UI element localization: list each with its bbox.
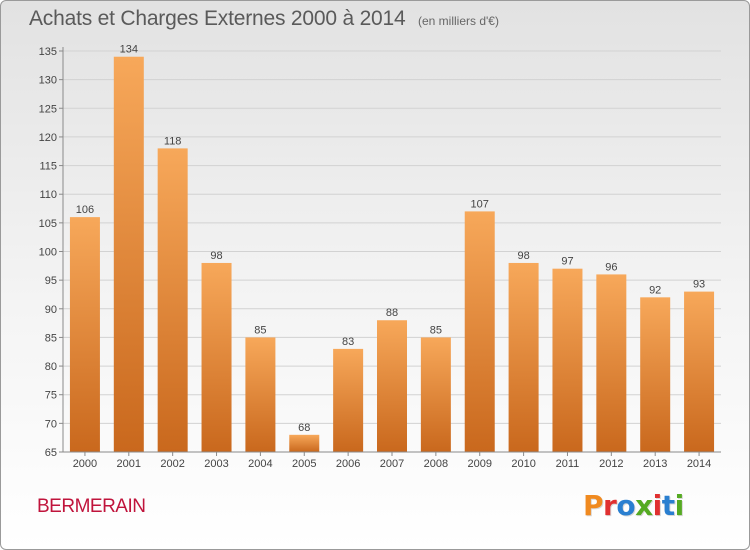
bar-2004 (245, 337, 276, 452)
x-tick-label-2004: 2004 (248, 458, 272, 470)
logo-letter: i (652, 489, 663, 522)
y-tick-label: 120 (39, 132, 57, 144)
y-tick-label: 75 (45, 390, 57, 402)
chart-subtitle: (en milliers d'€) (418, 14, 499, 28)
x-tick-label-2012: 2012 (599, 458, 623, 470)
bar-2007 (377, 320, 407, 452)
x-tick-label-2006: 2006 (336, 458, 360, 470)
x-tick-label-2000: 2000 (73, 458, 97, 470)
value-label-2013: 92 (649, 284, 661, 296)
bar-2005 (289, 434, 320, 452)
commune-name: BERMERAIN (37, 496, 146, 517)
y-tick-label: 110 (39, 189, 57, 201)
value-label-2001: 134 (120, 44, 138, 56)
bars (69, 56, 715, 452)
y-tick-label: 135 (39, 46, 57, 58)
bar-2008 (420, 337, 451, 452)
bar-2014 (684, 291, 715, 452)
bar-2003 (201, 262, 232, 452)
x-tick-label-2013: 2013 (643, 458, 667, 470)
y-tick-label: 130 (39, 75, 57, 87)
y-tick-label: 95 (45, 275, 57, 287)
value-label-2002: 118 (164, 135, 182, 147)
x-tick-label-2001: 2001 (117, 458, 141, 470)
value-label-2005: 68 (298, 422, 310, 434)
y-tick-label: 70 (45, 418, 57, 430)
value-label-2006: 83 (342, 336, 354, 348)
y-tick-label: 105 (39, 218, 57, 230)
bar-2010 (508, 262, 539, 452)
x-tick-label-2008: 2008 (424, 458, 448, 470)
bar-2013 (640, 297, 671, 452)
chart-title: Achats et Charges Externes 2000 à 2014 (29, 7, 406, 30)
logo-letter: o (616, 489, 636, 522)
bar-2000 (69, 217, 100, 452)
y-tick-label: 115 (39, 161, 57, 173)
bar-2001 (113, 56, 144, 452)
x-tick-label-2011: 2011 (556, 458, 580, 470)
value-label-2004: 85 (254, 324, 266, 336)
value-label-2008: 85 (430, 324, 442, 336)
value-label-2000: 106 (76, 204, 94, 216)
y-tick-label: 125 (39, 103, 57, 115)
value-label-2014: 93 (693, 279, 705, 291)
value-label-2007: 88 (386, 307, 398, 319)
value-label-2010: 98 (517, 250, 529, 262)
x-tick-label-2009: 2009 (467, 458, 491, 470)
axes (59, 47, 721, 456)
x-tick-label-2007: 2007 (380, 458, 404, 470)
logo-letter: x (635, 489, 653, 522)
logo-letter: i (674, 489, 685, 522)
x-tick-label-2005: 2005 (292, 458, 316, 470)
x-tick-label-2014: 2014 (687, 458, 711, 470)
labels: 65 70 75 80 85 90 95 100 105 110 115 120 125 130 135 10… (39, 44, 712, 470)
value-label-2003: 98 (210, 250, 222, 262)
logo-letter: t (661, 489, 675, 522)
bar-2002 (157, 148, 188, 452)
logo-letter: P (583, 489, 604, 522)
proxiti-logo: Proxiti (583, 489, 684, 522)
y-tick-label: 85 (45, 332, 57, 344)
value-label-2009: 107 (471, 198, 489, 210)
bar-2012 (596, 274, 627, 452)
value-label-2011: 97 (561, 256, 573, 268)
x-tick-label-2010: 2010 (511, 458, 535, 470)
bar-2011 (552, 268, 583, 452)
logo-letter: r (603, 489, 617, 522)
x-tick-label-2003: 2003 (204, 458, 228, 470)
y-tick-label: 65 (45, 447, 57, 459)
y-tick-label: 100 (39, 247, 57, 259)
y-tick-label: 80 (45, 361, 57, 373)
bar-2006 (333, 348, 364, 452)
bar-2009 (464, 211, 495, 452)
x-tick-label-2002: 2002 (160, 458, 184, 470)
y-tick-label: 90 (45, 304, 57, 316)
value-label-2012: 96 (605, 261, 617, 273)
